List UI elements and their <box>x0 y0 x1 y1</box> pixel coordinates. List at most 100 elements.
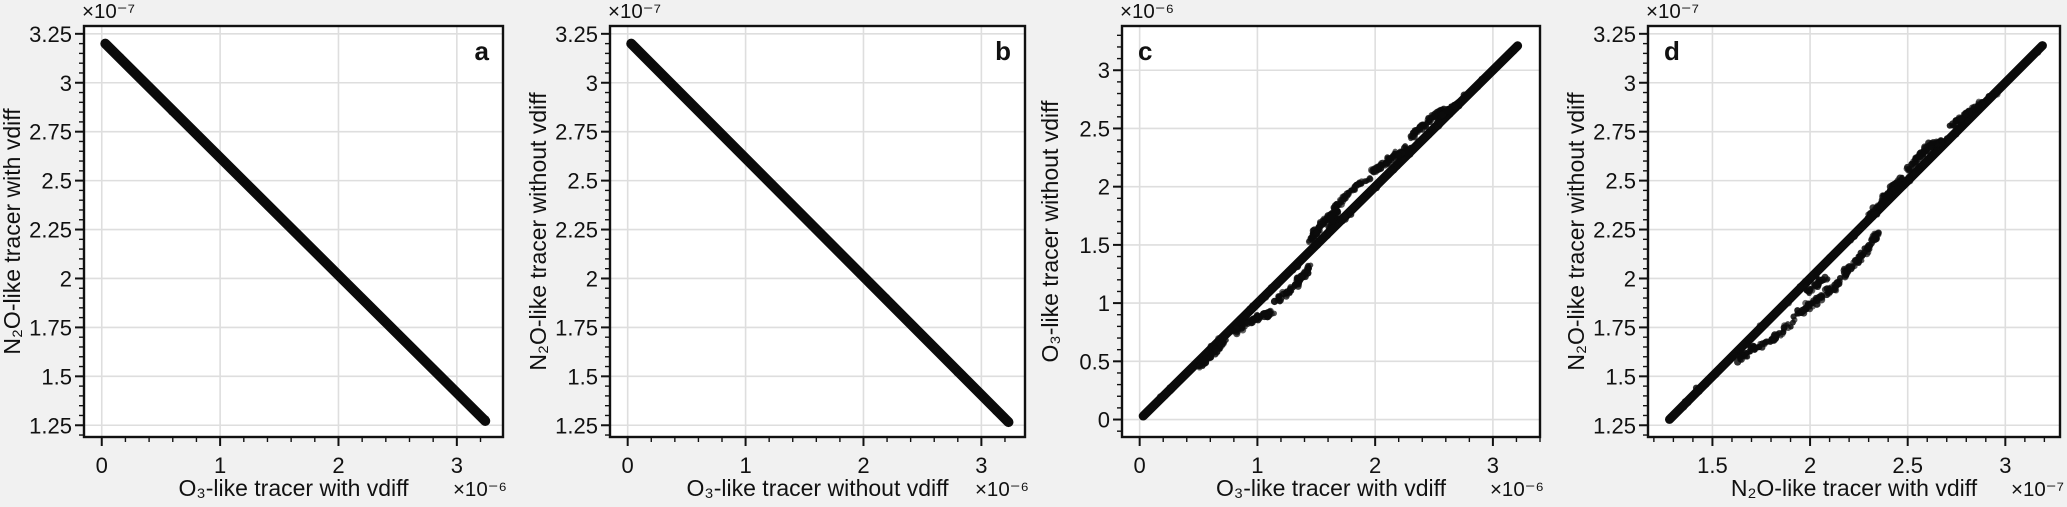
data-point <box>854 267 861 275</box>
data-point <box>1266 307 1274 315</box>
data-point <box>129 69 136 75</box>
x-tick-label: 1 <box>739 453 751 478</box>
data-point <box>1779 303 1786 311</box>
data-point <box>894 307 901 315</box>
y-tick-label: 0 <box>1098 408 1110 433</box>
data-point <box>730 144 737 150</box>
y-tick-label: 2.5 <box>567 169 598 194</box>
data-point <box>1894 178 1901 185</box>
data-point <box>1886 192 1892 198</box>
data-point <box>1861 224 1867 230</box>
data-point <box>787 201 794 207</box>
data-point <box>1279 290 1287 298</box>
data-point <box>1395 152 1402 159</box>
data-point <box>1771 338 1777 344</box>
data-point <box>1474 83 1482 91</box>
data-point <box>2000 79 2008 87</box>
data-point <box>1855 253 1863 261</box>
data-point <box>190 129 197 136</box>
data-point <box>440 376 447 382</box>
data-point <box>1248 307 1256 314</box>
data-point <box>965 379 971 385</box>
data-point <box>1196 362 1203 370</box>
x-tick-label: 0 <box>1134 453 1146 478</box>
data-point <box>1825 276 1831 282</box>
y-scale-exponent: ×10⁻⁶ <box>1120 0 1174 23</box>
y-tick-label: 3 <box>586 71 598 96</box>
data-point <box>1421 135 1428 142</box>
data-point <box>922 336 929 343</box>
data-point <box>954 367 961 374</box>
data-point <box>936 351 942 357</box>
data-point <box>421 356 427 363</box>
data-point <box>1260 310 1267 317</box>
data-point <box>302 237 309 244</box>
data-point <box>1823 258 1831 266</box>
data-point <box>433 372 439 378</box>
data-point <box>1281 272 1289 279</box>
data-point <box>1313 229 1320 237</box>
data-point <box>199 136 207 144</box>
data-point <box>1299 274 1305 281</box>
data-point <box>1946 138 1952 144</box>
data-point <box>1759 322 1767 330</box>
data-point <box>347 282 354 289</box>
x-axis-title: O₃-like tracer with vdiff <box>178 475 409 501</box>
data-point <box>814 229 821 235</box>
data-point <box>1788 295 1795 303</box>
y-tick-label: 1.25 <box>29 413 72 438</box>
y-tick-label: 3 <box>60 71 72 96</box>
data-point <box>886 299 894 307</box>
data-point <box>865 282 872 288</box>
data-point <box>352 291 360 298</box>
data-point <box>1957 125 1964 132</box>
data-point <box>1915 166 1923 173</box>
x-tick-label: 1.5 <box>1697 453 1728 478</box>
y-axis-title: N₂O-like tracer with vdiff <box>0 108 25 355</box>
panel-letter: a <box>475 36 490 66</box>
data-point <box>1380 163 1386 169</box>
data-point <box>1804 277 1812 285</box>
data-point <box>1490 66 1497 73</box>
panel-letter: d <box>1664 36 1680 66</box>
y-tick-label: 1.5 <box>1079 233 1110 258</box>
data-point <box>1390 166 1398 174</box>
data-point <box>1933 149 1940 156</box>
data-point <box>1851 230 1857 237</box>
data-point <box>1512 43 1519 50</box>
data-point <box>1378 177 1385 183</box>
data-point <box>1713 370 1719 376</box>
data-point <box>667 79 674 86</box>
data-point <box>1341 192 1348 200</box>
x-tick-label: 3 <box>1999 453 2011 478</box>
data-point <box>1951 123 1957 129</box>
data-point <box>1728 352 1736 359</box>
data-point <box>413 348 420 355</box>
data-point <box>1774 307 1780 313</box>
grid <box>1122 26 1540 437</box>
data-point <box>1374 166 1381 172</box>
data-point <box>1217 341 1223 348</box>
data-point <box>1301 254 1307 260</box>
data-point <box>1994 88 2000 94</box>
y-tick-label: 1.75 <box>555 315 598 340</box>
data-point <box>1821 286 1829 294</box>
data-point <box>1718 362 1726 371</box>
data-point <box>207 146 214 152</box>
data-point <box>367 305 375 312</box>
data-point <box>312 249 318 255</box>
data-point <box>980 392 986 398</box>
x-scale-exponent: ×10⁻⁶ <box>975 478 1029 501</box>
data-point <box>912 326 919 333</box>
x-tick-label: 1 <box>1251 453 1263 478</box>
data-point <box>1454 99 1462 107</box>
data-point <box>1880 192 1886 198</box>
y-axis-title: O₃-like tracer without vdiff <box>1040 100 1063 363</box>
plot-frame <box>1120 24 1542 439</box>
y-tick-label: 1.75 <box>1593 315 1636 340</box>
y-tick-label: 2 <box>60 266 72 291</box>
data-point <box>158 95 164 101</box>
grid <box>84 26 503 437</box>
x-tick-label: 0 <box>96 453 108 478</box>
data-point <box>1213 348 1221 355</box>
